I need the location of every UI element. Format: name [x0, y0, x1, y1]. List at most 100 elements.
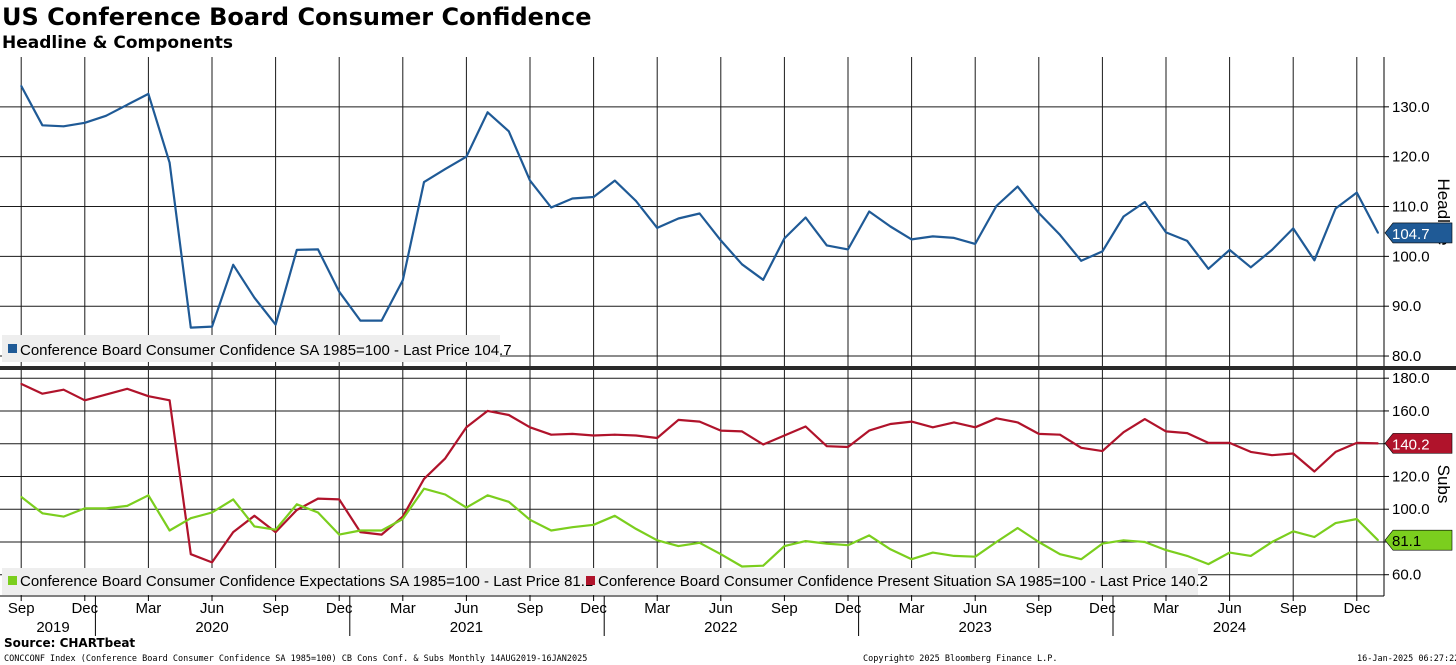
- series-line: [20, 487, 1379, 568]
- data-point: [380, 529, 383, 532]
- data-point: [550, 529, 553, 532]
- data-point: [1313, 470, 1316, 473]
- x-month-label: Jun: [454, 600, 478, 617]
- legend-swatch: [8, 344, 17, 353]
- data-point: [1313, 259, 1316, 262]
- data-point: [253, 525, 256, 528]
- data-point: [847, 446, 849, 448]
- data-point: [1355, 518, 1358, 520]
- data-point: [868, 210, 871, 213]
- data-point: [1165, 231, 1167, 234]
- x-month-label: Jun: [200, 600, 224, 617]
- data-point: [423, 181, 425, 183]
- timestamp: 16-Jan-2025 06:27:22: [1357, 654, 1456, 664]
- data-point: [1016, 421, 1019, 424]
- data-point: [1292, 530, 1295, 533]
- data-point: [1101, 542, 1104, 545]
- data-point: [401, 279, 404, 282]
- data-point: [889, 225, 892, 228]
- x-month-label: Dec: [1343, 600, 1370, 617]
- data-point: [338, 533, 341, 536]
- data-point: [444, 493, 447, 496]
- data-point: [20, 85, 23, 87]
- data-point: [592, 434, 595, 437]
- data-point: [783, 545, 786, 547]
- legend-swatch: [8, 576, 17, 585]
- data-point: [1080, 558, 1083, 561]
- data-point: [995, 205, 998, 207]
- x-month-label: Sep: [771, 600, 798, 617]
- data-point: [719, 429, 722, 432]
- data-point: [274, 531, 277, 534]
- data-point: [295, 509, 298, 511]
- data-point: [507, 130, 510, 133]
- x-month-label: Dec: [835, 600, 862, 617]
- data-point: [189, 517, 192, 520]
- data-point: [1186, 240, 1189, 242]
- data-point: [147, 92, 150, 95]
- x-month-label: Dec: [1089, 600, 1116, 617]
- legend-label: Conference Board Consumer Confidence Pre…: [598, 573, 1208, 590]
- data-point: [295, 248, 298, 251]
- data-point: [168, 161, 171, 164]
- chart-title: US Conference Board Consumer Confidence: [2, 3, 592, 31]
- data-point: [529, 518, 531, 521]
- data-point: [592, 523, 595, 526]
- data-point: [931, 426, 934, 429]
- data-point: [762, 443, 765, 446]
- data-point: [571, 197, 574, 200]
- data-point: [719, 553, 722, 556]
- data-point: [1334, 450, 1337, 453]
- data-point: [62, 388, 65, 391]
- data-point: [465, 426, 468, 429]
- data-point: [910, 420, 913, 423]
- data-point: [41, 124, 44, 127]
- data-point: [974, 555, 977, 558]
- data-point: [1334, 207, 1337, 210]
- data-point: [1228, 441, 1231, 444]
- data-point: [380, 319, 383, 322]
- data-point: [1377, 539, 1379, 542]
- data-point: [847, 544, 849, 547]
- data-point: [783, 434, 786, 437]
- data-point: [974, 426, 977, 429]
- y-tick-label: 100.0: [1392, 501, 1430, 518]
- data-point: [253, 296, 256, 299]
- data-point: [20, 496, 23, 498]
- x-month-label: Sep: [1280, 600, 1307, 617]
- data-point: [804, 425, 807, 428]
- data-point: [168, 529, 171, 532]
- data-point: [1059, 234, 1061, 236]
- chart-subtitle: Headline & Components: [2, 33, 234, 53]
- data-point: [232, 263, 235, 266]
- data-point: [83, 507, 86, 510]
- data-point: [762, 278, 765, 281]
- x-month-label: Jun: [963, 600, 987, 617]
- y-tick-label: 120.0: [1392, 468, 1430, 485]
- legend-label: Conference Board Consumer Confidence SA …: [20, 342, 512, 359]
- data-point: [507, 414, 510, 416]
- data-point: [1016, 185, 1019, 188]
- data-point: [1249, 554, 1252, 557]
- data-point: [423, 487, 425, 490]
- data-point: [847, 248, 849, 251]
- data-point: [105, 393, 107, 396]
- data-point: [359, 319, 362, 322]
- data-point: [613, 514, 616, 517]
- data-point: [571, 526, 574, 529]
- x-month-label: Mar: [1153, 600, 1179, 617]
- data-point: [147, 494, 150, 497]
- data-point: [931, 235, 934, 238]
- x-year-label: 2022: [704, 619, 737, 636]
- data-point: [1165, 430, 1167, 433]
- expectations-last-price-value: 81.1: [1392, 533, 1421, 550]
- data-point: [529, 179, 531, 182]
- subs-axis-title: Subs: [1434, 465, 1453, 504]
- data-point: [1271, 541, 1273, 543]
- data-point: [1101, 450, 1104, 452]
- data-point: [1143, 541, 1146, 543]
- data-point: [62, 515, 65, 518]
- data-point: [910, 558, 913, 561]
- data-point: [83, 399, 86, 402]
- data-point: [635, 200, 637, 202]
